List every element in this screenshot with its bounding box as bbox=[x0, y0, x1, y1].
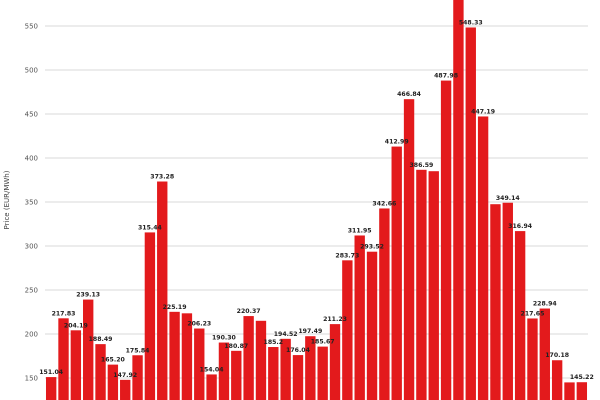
bar bbox=[403, 99, 415, 400]
y-tick-label: 300 bbox=[25, 243, 38, 251]
data-label: 373.28 bbox=[150, 174, 174, 181]
bar bbox=[465, 27, 476, 400]
bar bbox=[527, 318, 538, 400]
data-label: 225.19 bbox=[163, 304, 187, 311]
data-label: 412.99 bbox=[385, 139, 409, 146]
data-label: 176.04 bbox=[286, 347, 311, 354]
data-label: 145.22 bbox=[570, 374, 594, 381]
bar bbox=[440, 80, 452, 400]
bar bbox=[218, 342, 230, 400]
bar bbox=[453, 0, 464, 400]
bar bbox=[305, 336, 316, 400]
bar bbox=[194, 328, 205, 400]
bar bbox=[95, 344, 106, 400]
bar bbox=[120, 379, 131, 400]
y-tick-label: 150 bbox=[25, 375, 38, 383]
bar bbox=[206, 374, 217, 400]
bar bbox=[181, 313, 193, 400]
data-label: 165.20 bbox=[101, 357, 126, 364]
y-tick-label: 400 bbox=[25, 155, 38, 163]
bar bbox=[292, 355, 304, 400]
data-label: 180.87 bbox=[224, 343, 248, 350]
data-label: 197.49 bbox=[298, 328, 322, 335]
bar bbox=[490, 204, 501, 400]
bar bbox=[366, 251, 378, 400]
data-label: 194.52 bbox=[274, 331, 298, 338]
data-label: 170.18 bbox=[545, 352, 569, 359]
data-label: 349.14 bbox=[496, 195, 521, 202]
bar bbox=[342, 260, 353, 400]
bar bbox=[354, 235, 365, 400]
bar bbox=[70, 330, 82, 400]
bar bbox=[416, 169, 427, 400]
bar bbox=[58, 318, 69, 400]
bar bbox=[576, 382, 588, 400]
data-label: 316.94 bbox=[508, 223, 533, 230]
bar bbox=[83, 299, 94, 400]
bar bbox=[551, 360, 563, 400]
y-axis-ticks: 150 200 250 300 350 400 450 500 550 bbox=[25, 23, 38, 383]
data-label: 342.66 bbox=[372, 200, 396, 207]
bar bbox=[45, 377, 57, 400]
data-label: 188.49 bbox=[89, 336, 113, 343]
data-label: 466.84 bbox=[397, 91, 422, 98]
y-tick-label: 550 bbox=[25, 23, 38, 31]
bar bbox=[391, 146, 402, 400]
bar bbox=[329, 324, 341, 400]
data-label: 293.52 bbox=[360, 244, 384, 251]
bar bbox=[243, 316, 254, 400]
y-tick-label: 350 bbox=[25, 199, 38, 207]
gridlines bbox=[45, 25, 588, 379]
bar bbox=[379, 208, 390, 400]
bar bbox=[107, 364, 119, 400]
bar bbox=[539, 308, 550, 400]
data-label: 190.30 bbox=[212, 335, 237, 342]
data-labels: 151.04 217.83 204.19 239.13 188.49 165.20 147.… bbox=[39, 19, 594, 381]
y-tick-label: 450 bbox=[25, 111, 38, 119]
bar bbox=[169, 311, 180, 400]
data-label: 175.84 bbox=[126, 347, 151, 354]
bar bbox=[280, 338, 291, 400]
data-label: 283.73 bbox=[335, 252, 359, 259]
bar bbox=[231, 350, 242, 400]
data-label: 217.83 bbox=[52, 310, 76, 317]
y-axis-label: Price (EUR/MWh) bbox=[3, 170, 11, 229]
bar bbox=[255, 320, 267, 400]
y-tick-label: 250 bbox=[25, 287, 38, 295]
bar bbox=[132, 355, 143, 400]
data-label: 151.04 bbox=[39, 369, 64, 376]
bar bbox=[317, 346, 328, 400]
data-label: 211.23 bbox=[323, 316, 347, 323]
data-label: 548.33 bbox=[459, 19, 483, 26]
data-label: 206.23 bbox=[187, 321, 211, 328]
data-label: 386.59 bbox=[409, 162, 433, 169]
data-label: 204.19 bbox=[64, 322, 88, 329]
bar bbox=[144, 232, 156, 400]
data-label: 185.67 bbox=[311, 339, 335, 346]
data-label: 147.92 bbox=[113, 372, 137, 379]
bar bbox=[514, 231, 526, 400]
data-label: 185.2 bbox=[264, 339, 284, 346]
y-tick-label: 200 bbox=[25, 331, 38, 339]
bar bbox=[157, 181, 168, 400]
y-tick-label: 500 bbox=[25, 67, 38, 75]
data-label: 447.19 bbox=[471, 108, 495, 115]
bar bbox=[428, 171, 439, 400]
data-label: 154.04 bbox=[200, 366, 225, 373]
bar bbox=[502, 202, 513, 400]
data-label: 315.44 bbox=[138, 224, 163, 231]
bar bbox=[564, 382, 575, 400]
data-label: 239.13 bbox=[76, 292, 100, 299]
bar bbox=[268, 347, 279, 400]
data-label: 220.37 bbox=[237, 308, 261, 315]
bars bbox=[45, 0, 588, 400]
bar bbox=[477, 116, 489, 400]
data-label: 487.98 bbox=[434, 73, 458, 80]
data-label: 311.95 bbox=[348, 227, 372, 234]
data-label: 217.65 bbox=[521, 310, 545, 317]
data-label: 228.94 bbox=[533, 301, 558, 308]
